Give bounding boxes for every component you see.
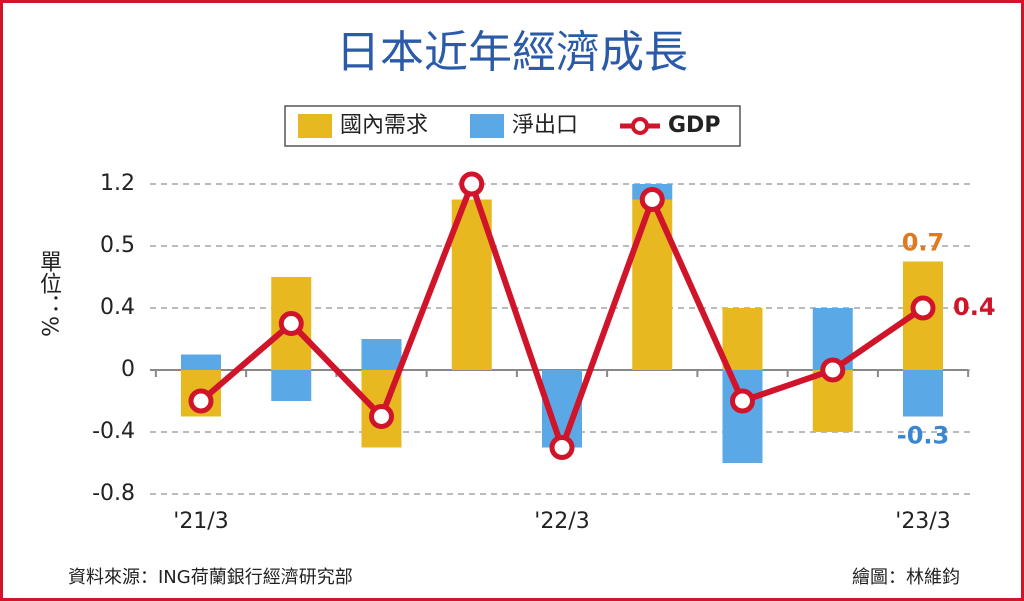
- source: 資料來源：ING荷蘭銀行經濟研究部: [68, 567, 353, 588]
- chart-title: 日本近年經濟成長: [336, 27, 688, 78]
- gdp-point: [459, 171, 485, 197]
- legend-label: 淨出口: [512, 113, 578, 138]
- bar: [722, 308, 763, 370]
- y-tick-label: 1.2: [100, 171, 135, 196]
- gdp-point: [820, 357, 846, 383]
- x-tick-label: '22/3: [534, 509, 589, 534]
- y-tick-label: 0.4: [100, 295, 135, 320]
- value-label: 0.7: [902, 229, 945, 257]
- value-label: 0.4: [953, 293, 996, 321]
- gdp-point: [278, 311, 304, 336]
- legend-label: 國內需求: [340, 113, 428, 138]
- bar: [722, 370, 763, 463]
- gdp-point: [730, 388, 755, 414]
- value-label: -0.3: [897, 422, 949, 450]
- gdp-point: [639, 187, 665, 212]
- bar: [361, 339, 402, 370]
- gdp-point: [549, 435, 575, 460]
- bar: [903, 370, 943, 417]
- legend-label: GDP: [668, 113, 720, 138]
- gdp-point: [188, 388, 214, 414]
- y-tick-label: -0.4: [92, 419, 135, 444]
- y-axis-label: 單位：%: [36, 250, 62, 337]
- credit: 繪圖：林維鈞: [852, 567, 960, 588]
- y-axis-label-text: 單位：%: [36, 250, 62, 337]
- legend-swatch: [631, 117, 649, 135]
- bar: [271, 370, 312, 401]
- y-tick-label: 0: [121, 357, 135, 382]
- y-tick-label: -0.8: [92, 481, 135, 506]
- x-tick-label: '21/3: [173, 509, 228, 534]
- legend-swatch: [298, 114, 332, 138]
- gdp-point: [369, 404, 394, 429]
- x-tick-label: '23/3: [895, 509, 950, 534]
- y-tick-label: 0.5: [100, 233, 135, 258]
- legend-swatch: [470, 114, 504, 138]
- gdp-point: [910, 295, 936, 321]
- bar: [181, 354, 221, 370]
- legend-box: [284, 105, 741, 147]
